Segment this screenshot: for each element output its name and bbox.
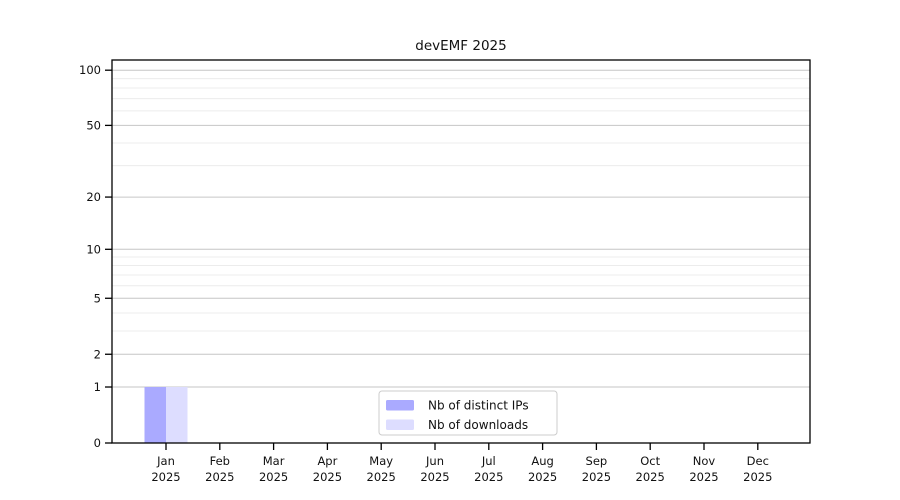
x-tick-label-year: 2025 bbox=[743, 470, 772, 484]
y-tick-label: 2 bbox=[94, 347, 101, 361]
x-tick-label-year: 2025 bbox=[689, 470, 718, 484]
legend-swatch bbox=[386, 400, 414, 411]
x-tick-label-year: 2025 bbox=[636, 470, 665, 484]
bar-downloads bbox=[166, 387, 188, 443]
x-tick-label-month: Jun bbox=[425, 454, 444, 468]
x-tick-label-month: Jan bbox=[156, 454, 175, 468]
x-tick-label-month: Mar bbox=[263, 454, 285, 468]
legend-swatch bbox=[386, 419, 414, 430]
x-tick-label-year: 2025 bbox=[205, 470, 234, 484]
x-tick-label-year: 2025 bbox=[420, 470, 449, 484]
y-tick-label: 10 bbox=[86, 242, 101, 256]
x-tick-label-year: 2025 bbox=[367, 470, 396, 484]
legend-label: Nb of downloads bbox=[428, 418, 528, 432]
x-tick-label-month: Aug bbox=[531, 454, 553, 468]
x-tick-label-month: Jul bbox=[481, 454, 496, 468]
y-tick-label: 5 bbox=[94, 291, 101, 305]
plot-frame bbox=[111, 59, 811, 444]
x-tick-label-month: Feb bbox=[210, 454, 230, 468]
chart-title: devEMF 2025 bbox=[415, 38, 507, 54]
legend-label: Nb of distinct IPs bbox=[428, 399, 529, 413]
legend-box bbox=[378, 390, 558, 436]
x-tick-label-month: Dec bbox=[747, 454, 769, 468]
x-tick-label-year: 2025 bbox=[582, 470, 611, 484]
x-tick-label-month: Nov bbox=[693, 454, 716, 468]
x-tick-label-year: 2025 bbox=[313, 470, 342, 484]
x-tick-label-year: 2025 bbox=[259, 470, 288, 484]
y-tick-label: 50 bbox=[86, 118, 101, 132]
y-tick-label: 0 bbox=[94, 436, 101, 450]
y-tick-label: 100 bbox=[79, 63, 101, 77]
x-tick-label-month: Oct bbox=[640, 454, 660, 468]
y-tick-label: 20 bbox=[86, 190, 101, 204]
x-tick-label-month: Apr bbox=[317, 454, 337, 468]
x-tick-label-year: 2025 bbox=[151, 470, 180, 484]
x-tick-label-month: Sep bbox=[586, 454, 608, 468]
x-tick-label-year: 2025 bbox=[528, 470, 557, 484]
y-tick-label: 1 bbox=[94, 380, 101, 394]
bar-distinct-ips bbox=[144, 387, 166, 443]
x-tick-label-month: May bbox=[369, 454, 393, 468]
x-tick-label-year: 2025 bbox=[474, 470, 503, 484]
